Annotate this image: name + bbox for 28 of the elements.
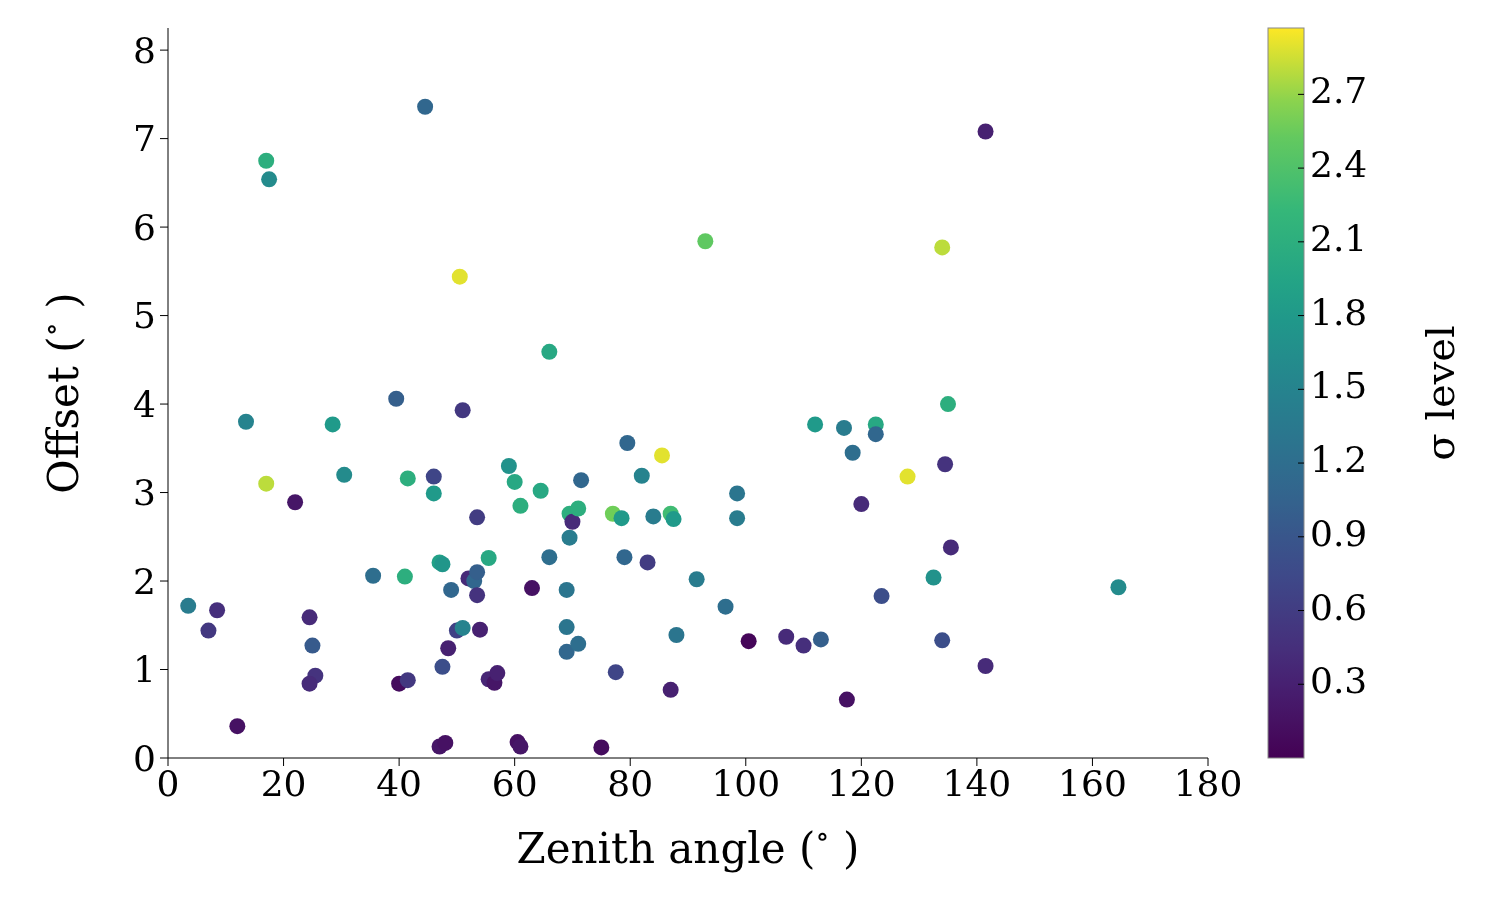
color-bar-label: 0.9 xyxy=(1310,512,1368,554)
y-tick-label: 6 xyxy=(133,206,156,248)
x-axis-title: Zenith angle ($^{∘}$) xyxy=(516,819,860,873)
x-tick-label: 80 xyxy=(607,762,654,804)
color-bar-label: 2.7 xyxy=(1310,70,1368,112)
color-bar-label: 2.4 xyxy=(1310,144,1368,186)
y-tick-label: 4 xyxy=(133,383,156,425)
x-tick-label: 100 xyxy=(711,762,781,804)
x-tick-label: 20 xyxy=(260,762,307,804)
y-tick-label: 3 xyxy=(133,472,156,514)
color-bar-label: 1.8 xyxy=(1310,291,1368,333)
x-tick-label: 40 xyxy=(376,762,423,804)
color-bar-label: 2.1 xyxy=(1310,217,1368,259)
color-bar-label: 1.2 xyxy=(1310,439,1368,481)
y-tick-label: 1 xyxy=(133,649,156,691)
x-tick-label: 180 xyxy=(1173,762,1243,804)
color-bar-title: σ level xyxy=(1417,325,1463,461)
color-bar-label: 0.3 xyxy=(1310,660,1368,702)
x-tick-label: 60 xyxy=(491,762,538,804)
y-tick-label: 2 xyxy=(133,560,156,602)
x-tick-label: 140 xyxy=(942,762,1012,804)
y-tick-label: 7 xyxy=(133,118,156,160)
y-tick-label: 5 xyxy=(133,295,156,337)
y-tick-label: 8 xyxy=(133,29,156,71)
color-bar-label: 0.6 xyxy=(1310,586,1368,628)
x-tick-label: 120 xyxy=(826,762,896,804)
color-bar-label: 1.5 xyxy=(1310,365,1368,407)
x-tick-label: 160 xyxy=(1058,762,1127,804)
